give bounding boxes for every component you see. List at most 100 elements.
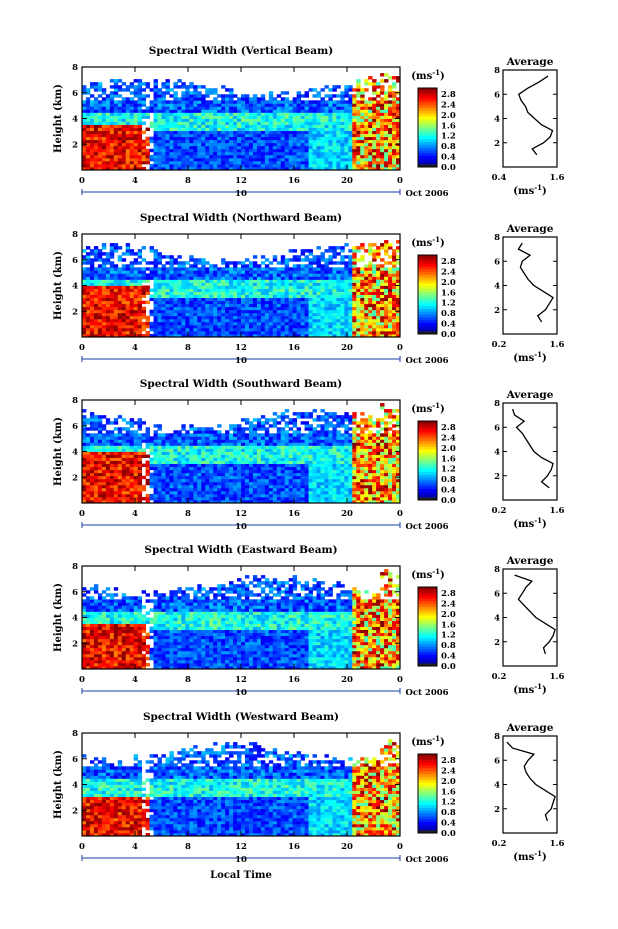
- heatmap-cell: [89, 418, 95, 422]
- heatmap-cell: [105, 252, 111, 256]
- heatmap-cell: [201, 288, 206, 292]
- heatmap-cell: [316, 106, 321, 110]
- heatmap-cell: [256, 282, 262, 286]
- heatmap-cell: [113, 496, 119, 501]
- heatmap-cell: [89, 261, 95, 265]
- heatmap-cell: [169, 133, 174, 138]
- heatmap-cell: [205, 121, 210, 125]
- heatmap-cell: [205, 288, 210, 292]
- heatmap-cell: [348, 160, 353, 165]
- heatmap-cell: [105, 261, 111, 265]
- heatmap-cell: [165, 318, 170, 323]
- heatmap-cell: [177, 121, 182, 125]
- heatmap-cell: [384, 109, 389, 113]
- heatmap-cell: [177, 469, 182, 474]
- heatmap-cell: [161, 469, 166, 474]
- heatmap-cell: [197, 91, 202, 95]
- heatmap-cell: [256, 297, 262, 302]
- heatmap-cell: [340, 106, 345, 110]
- heatmap-cell: [125, 478, 131, 483]
- heatmap-cell: [113, 100, 119, 104]
- heatmap-cell: [225, 109, 230, 113]
- heatmap-cell: [137, 312, 143, 317]
- heatmap-cell: [308, 252, 313, 256]
- heatmap-cell: [229, 139, 234, 144]
- heatmap-cell: [360, 321, 365, 326]
- heatmap-cell: [356, 279, 361, 283]
- heatmap-cell: [340, 249, 345, 253]
- heatmap-cell: [153, 306, 158, 311]
- heatmap-cell: [260, 148, 266, 153]
- heatmap-cell: [360, 330, 365, 335]
- heatmap-cell: [177, 115, 182, 119]
- heatmap-cell: [93, 106, 99, 110]
- heatmap-cell: [153, 255, 158, 259]
- heatmap-cell: [117, 142, 123, 147]
- heatmap-cell: [105, 330, 111, 335]
- heatmap-cell: [93, 439, 99, 443]
- heatmap-cell: [380, 312, 385, 317]
- heatmap-cell: [348, 285, 353, 289]
- heatmap-cell: [161, 472, 166, 477]
- heatmap-cell: [364, 312, 369, 317]
- heatmap-cell: [260, 130, 266, 135]
- heatmap-cell: [93, 127, 99, 132]
- heatmap-cell: [396, 297, 401, 302]
- heatmap-cell: [332, 324, 337, 329]
- profile-x-axis-exp: -1: [534, 183, 542, 192]
- heatmap-cell: [336, 151, 341, 156]
- heatmap-cell: [85, 312, 91, 317]
- heatmap-cell: [296, 136, 302, 141]
- heatmap-cell: [312, 297, 317, 302]
- heatmap-cell: [380, 100, 385, 104]
- heatmap-cell: [380, 306, 385, 311]
- heatmap-cell: [105, 163, 111, 168]
- heatmap-cell: [312, 151, 317, 156]
- heatmap-cell: [161, 282, 166, 286]
- heatmap-cell: [153, 309, 158, 314]
- heatmap-cell: [264, 312, 270, 317]
- heatmap-cell: [105, 433, 111, 437]
- heatmap-cell: [384, 73, 389, 77]
- heatmap-cell: [93, 303, 99, 308]
- heatmap-cell: [137, 103, 143, 107]
- heatmap-cell: [364, 145, 369, 150]
- heatmap-cell: [129, 151, 135, 156]
- heatmap-cell: [272, 166, 278, 171]
- heatmap-cell: [380, 103, 385, 107]
- heatmap-cell: [233, 115, 238, 119]
- heatmap-cell: [85, 460, 91, 465]
- heatmap-cell: [288, 258, 294, 262]
- heatmap-cell: [244, 300, 250, 305]
- heatmap-cell: [241, 103, 246, 107]
- heatmap-cell: [225, 163, 230, 168]
- heatmap-cell: [82, 330, 87, 335]
- heatmap-cell: [177, 487, 182, 492]
- heatmap-cell: [145, 154, 150, 159]
- heatmap-cell: [97, 94, 103, 98]
- heatmap-cell: [97, 424, 103, 428]
- heatmap-cell: [101, 469, 107, 474]
- heatmap-cell: [213, 267, 218, 271]
- heatmap-cell: [121, 324, 127, 329]
- x-tick-label: 0: [79, 176, 85, 186]
- heatmap-cell: [153, 109, 158, 113]
- heatmap-cell: [177, 130, 182, 135]
- heatmap-cell: [157, 261, 162, 265]
- heatmap-cell: [133, 145, 139, 150]
- heatmap-cell: [109, 451, 115, 455]
- heatmap-cell: [336, 267, 341, 271]
- heatmap-cell: [256, 166, 262, 171]
- heatmap-cell: [276, 103, 282, 107]
- heatmap-cell: [288, 151, 294, 156]
- heatmap-cell: [372, 127, 377, 132]
- heatmap-cell: [324, 94, 329, 98]
- heatmap-cell: [248, 109, 254, 113]
- heatmap-cell: [233, 312, 238, 317]
- heatmap-cell: [225, 285, 230, 289]
- heatmap-cell: [296, 118, 302, 122]
- heatmap-cell: [149, 484, 154, 489]
- heatmap-cell: [248, 133, 254, 138]
- heatmap-cell: [372, 276, 377, 280]
- heatmap-cell: [109, 291, 115, 295]
